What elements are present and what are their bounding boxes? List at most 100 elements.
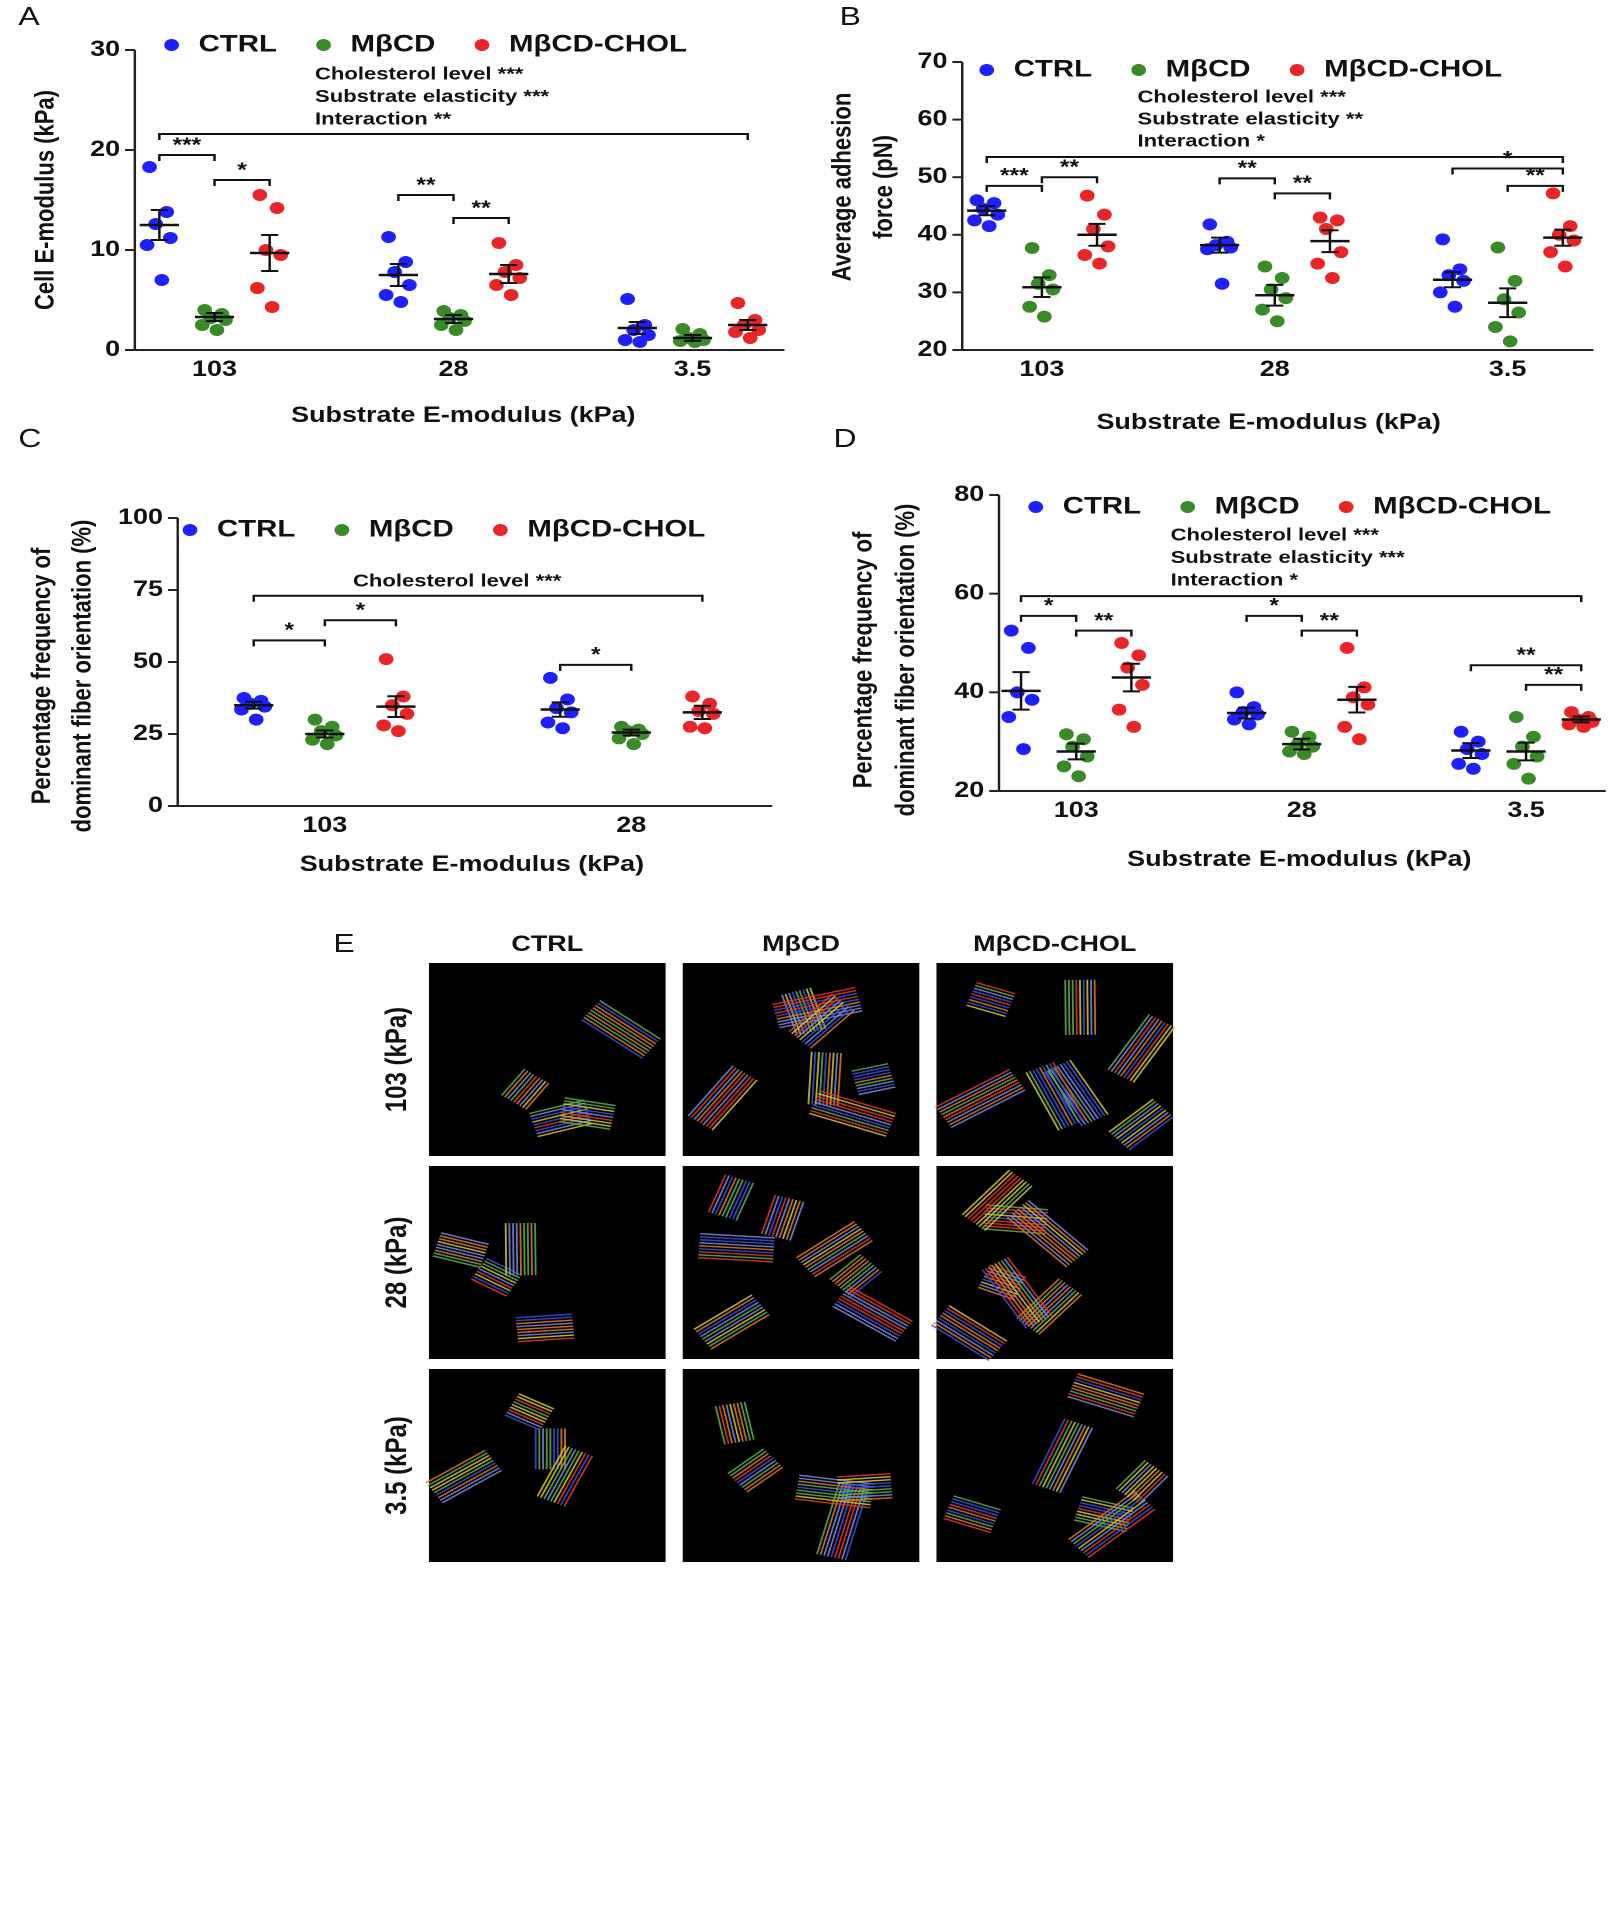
- fiber: [971, 993, 1011, 1006]
- fiber: [1082, 1503, 1151, 1554]
- data-point: [967, 214, 982, 227]
- error-bar: [387, 695, 405, 719]
- stats-annotation: Cholesterol level ***: [1138, 88, 1347, 108]
- x-tick-label: 103: [302, 813, 347, 837]
- fiber: [798, 1223, 858, 1261]
- fiber: [698, 1256, 773, 1263]
- fiber: [941, 1312, 1001, 1349]
- fiber: [725, 1404, 737, 1443]
- fiber: [1035, 1419, 1070, 1486]
- data-point: [685, 690, 700, 703]
- data-point: [1561, 718, 1577, 731]
- fiber: [699, 1301, 760, 1338]
- y-tick-label: 10: [90, 237, 120, 261]
- fiber: [1113, 1017, 1157, 1074]
- fiber: [838, 1490, 893, 1496]
- fiber: [532, 1108, 588, 1123]
- fiber: [743, 1401, 755, 1440]
- fiber: [1024, 1202, 1087, 1253]
- fiber: [1069, 1390, 1137, 1412]
- data-point: [1059, 728, 1074, 741]
- row-label: 28 (kPa): [380, 1217, 413, 1309]
- legend-label: MβCD: [369, 515, 454, 542]
- fiber: [1000, 1259, 1047, 1320]
- error-bar: [1088, 222, 1106, 247]
- data-point: [398, 256, 414, 268]
- fiber: [851, 1062, 889, 1072]
- panel-letter: D: [834, 425, 857, 454]
- data-point: [1576, 720, 1592, 733]
- fiber: [515, 1077, 541, 1105]
- fiber: [1068, 1392, 1136, 1415]
- fiber: [837, 1484, 892, 1490]
- fiber: [1108, 1098, 1154, 1133]
- fiber: [724, 1179, 744, 1218]
- stats-annotation: Interaction **: [315, 110, 451, 130]
- fiber: [476, 1270, 513, 1289]
- fiber: [1017, 1208, 1079, 1260]
- fiber: [1078, 1504, 1132, 1518]
- fiber: [736, 1402, 748, 1442]
- fiber: [1009, 1214, 1071, 1266]
- fiber: [435, 1246, 484, 1260]
- data-point: [384, 699, 400, 712]
- fiber: [972, 990, 1013, 1003]
- legend-label: MβCD-CHOL: [527, 515, 705, 542]
- fiber: [760, 1194, 777, 1235]
- data-point: [1076, 733, 1091, 746]
- column-header: MβCD: [762, 932, 840, 956]
- significance-bracket: [1040, 176, 1099, 184]
- panel-letter: C: [18, 425, 41, 454]
- data-point: [1226, 713, 1242, 726]
- y-tick-label: 75: [133, 577, 163, 601]
- fiber: [849, 1270, 883, 1298]
- significance-bracket: [985, 184, 1044, 192]
- data-point: [1432, 286, 1448, 299]
- data-point: [730, 297, 746, 309]
- fiber: [781, 1199, 798, 1240]
- fiber: [1121, 1463, 1152, 1494]
- fiber: [997, 1261, 1044, 1321]
- fiber: [966, 1004, 1006, 1018]
- data-point: [1010, 686, 1025, 699]
- data-point: [1092, 257, 1107, 270]
- fiber: [1093, 979, 1097, 1035]
- legend-marker: [979, 64, 995, 76]
- fiber: [836, 1300, 901, 1337]
- fiber: [795, 1495, 871, 1506]
- x-axis-title: Substrate E-modulus (kPa): [1127, 847, 1471, 871]
- data-point: [1255, 303, 1270, 316]
- significance-label: *: [591, 643, 601, 665]
- data-point: [1526, 730, 1541, 743]
- fiber: [1022, 1204, 1084, 1255]
- micrograph: [936, 1369, 1174, 1562]
- data-point: [305, 733, 320, 746]
- fiber: [707, 1174, 727, 1213]
- fiber: [836, 1476, 891, 1481]
- legend-marker: [334, 524, 350, 536]
- fiber: [796, 999, 842, 1039]
- fiber: [1087, 1508, 1156, 1559]
- fiber: [1138, 1475, 1169, 1505]
- stats-annotation: Cholesterol level ***: [315, 65, 524, 85]
- fiber: [942, 1079, 1018, 1118]
- error-bar: [683, 334, 702, 342]
- fiber: [811, 1106, 890, 1132]
- data-point: [159, 206, 175, 218]
- data-point: [1466, 762, 1481, 775]
- fiber: [1059, 1064, 1100, 1120]
- fiber: [1035, 1292, 1080, 1333]
- fiber: [431, 1457, 492, 1491]
- fiber: [809, 1009, 855, 1049]
- fiber: [518, 1079, 544, 1107]
- micrograph-background: [429, 1166, 666, 1359]
- error-bar: [389, 263, 407, 287]
- fiber: [839, 1262, 872, 1289]
- legend-label: MβCD-CHOL: [509, 30, 687, 57]
- fiber: [785, 1200, 801, 1240]
- data-point: [273, 249, 289, 261]
- fiber: [795, 991, 813, 1033]
- fiber: [976, 981, 1016, 995]
- fiber: [948, 1086, 1024, 1126]
- panel-letter: A: [18, 3, 40, 32]
